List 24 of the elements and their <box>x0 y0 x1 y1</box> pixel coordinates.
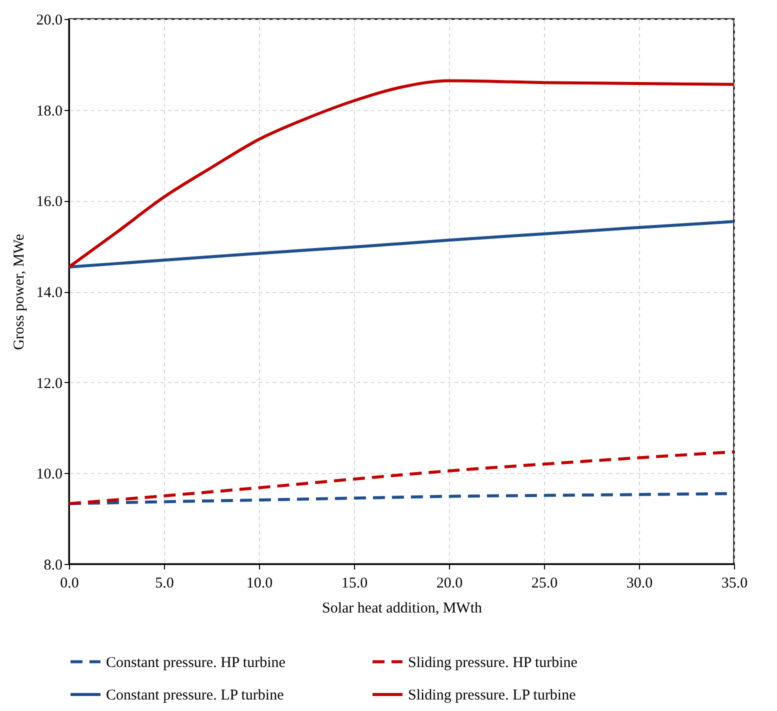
x-tick-label: 30.0 <box>626 576 653 592</box>
x-tick-label: 10.0 <box>246 576 273 592</box>
line-series <box>68 450 736 506</box>
y-tick-label: 8.0 <box>44 558 62 574</box>
line-series <box>68 220 736 268</box>
x-tick-label: 0.0 <box>60 576 79 592</box>
y-tick-label: 16.0 <box>36 194 62 210</box>
x-tick-label: 5.0 <box>155 576 174 592</box>
legend-label: Sliding pressure. HP turbine <box>408 654 578 671</box>
line-series <box>68 79 736 268</box>
y-tick-label: 20.0 <box>36 12 62 28</box>
x-tick-label: 15.0 <box>341 576 368 592</box>
y-tick-label: 12.0 <box>36 376 62 392</box>
legend-label: Sliding pressure. LP turbine <box>408 688 576 704</box>
x-tick-label: 25.0 <box>531 576 558 592</box>
x-tick-label: 20.0 <box>436 576 463 592</box>
legend-label: Constant pressure. HP turbine <box>106 654 286 671</box>
y-tick-label: 14.0 <box>36 285 62 301</box>
x-tick-label: 35.0 <box>721 576 748 592</box>
y-tick-label: 10.0 <box>36 466 62 483</box>
legend-label: Constant pressure. LP turbine <box>106 688 284 704</box>
y-tick-label: 18.0 <box>36 103 62 120</box>
y-axis-title: Gross power, MWe <box>11 234 28 350</box>
x-axis-title: Solar heat addition, MWth <box>322 600 482 616</box>
